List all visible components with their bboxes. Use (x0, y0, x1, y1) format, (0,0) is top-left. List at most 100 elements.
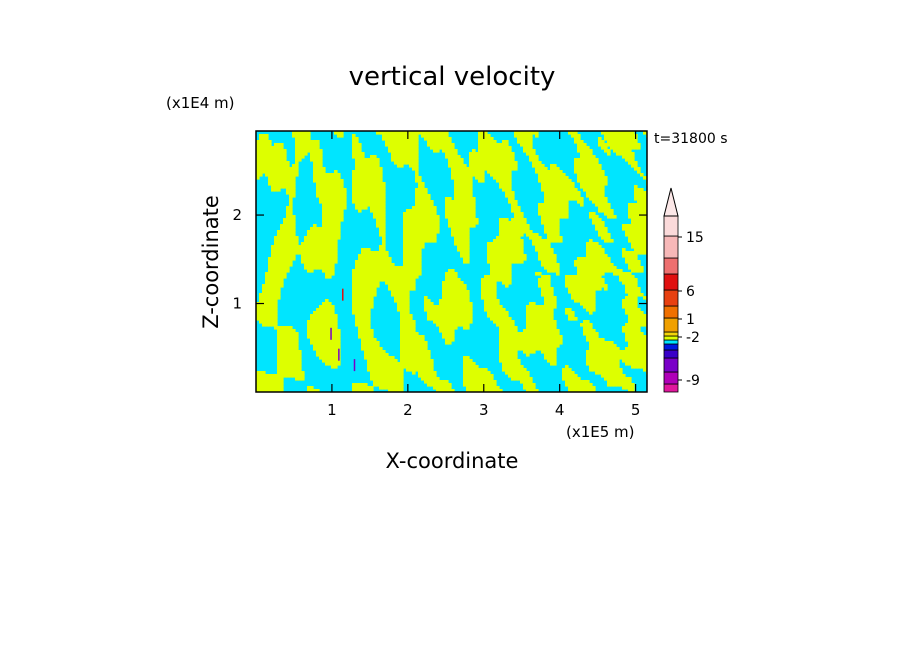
field-cell-positive (421, 197, 425, 201)
field-cell-positive (631, 299, 635, 303)
field-cell-positive (277, 278, 281, 282)
field-cell-positive (553, 194, 557, 198)
field-cell-positive (337, 221, 341, 225)
field-cell-positive (439, 137, 443, 141)
field-cell-positive (454, 278, 458, 282)
field-cell-positive (622, 146, 626, 150)
field-cell-positive (628, 290, 632, 294)
field-cell-positive (496, 164, 500, 168)
field-cell-positive (409, 161, 413, 165)
field-cell-positive (322, 341, 326, 345)
field-cell-positive (433, 233, 437, 237)
field-cell-positive (307, 230, 311, 234)
field-cell-positive (496, 167, 500, 171)
field-cell-positive (586, 257, 590, 261)
field-cell-positive (412, 134, 416, 138)
field-cell-positive (412, 224, 416, 228)
field-cell-positive (589, 212, 593, 216)
field-cell-positive (628, 149, 632, 153)
field-cell-positive (274, 176, 278, 180)
field-cell-positive (610, 266, 614, 270)
field-cell-positive (556, 206, 560, 210)
field-cell-positive (604, 200, 608, 204)
field-cell-positive (280, 275, 284, 279)
field-cell-positive (511, 320, 515, 324)
field-cell-positive (274, 251, 278, 255)
field-cell-positive (277, 284, 281, 288)
field-cell-positive (631, 275, 635, 279)
field-cell-positive (466, 320, 470, 324)
field-cell-positive (550, 305, 554, 309)
field-cell-positive (457, 176, 461, 180)
field-cell-positive (304, 263, 308, 267)
field-cell-positive (331, 236, 335, 240)
field-cell-positive (616, 272, 620, 276)
field-cell-positive (409, 329, 413, 333)
field-cell-positive (484, 305, 488, 309)
field-cell-positive (382, 197, 386, 201)
field-cell-positive (322, 182, 326, 186)
field-cell-positive (265, 137, 269, 141)
field-cell-positive (469, 167, 473, 171)
field-cell-positive (535, 341, 539, 345)
field-cell-positive (397, 143, 401, 147)
field-cell-positive (298, 350, 302, 354)
field-cell-positive (460, 254, 464, 258)
field-cell-positive (331, 221, 335, 225)
field-cell-positive (511, 254, 515, 258)
field-cell-positive (511, 251, 515, 255)
field-cell-positive (325, 332, 329, 336)
field-cell-positive (445, 317, 449, 321)
field-cell-positive (358, 173, 362, 177)
field-cell-positive (541, 167, 545, 171)
field-cell-positive (397, 287, 401, 291)
field-cell-positive (622, 272, 626, 276)
field-cell-positive (427, 206, 431, 210)
field-cell-positive (601, 344, 605, 348)
field-cell-positive (550, 302, 554, 306)
field-cell-positive (292, 185, 296, 189)
field-cell-positive (637, 266, 641, 270)
field-cell-positive (319, 251, 323, 255)
field-cell-positive (328, 245, 332, 249)
field-cell-positive (511, 200, 515, 204)
field-cell-positive (634, 323, 638, 327)
field-cell-positive (601, 227, 605, 231)
field-cell-positive (631, 344, 635, 348)
field-cell-positive (256, 308, 260, 312)
field-cell-positive (493, 146, 497, 150)
field-cell-positive (631, 134, 635, 138)
field-cell-positive (289, 344, 293, 348)
field-cell-positive (274, 269, 278, 273)
field-cell-positive (577, 170, 581, 174)
field-cell-positive (586, 281, 590, 285)
field-cell-positive (316, 353, 320, 357)
field-cell-positive (364, 182, 368, 186)
field-cell-positive (391, 287, 395, 291)
field-cell-positive (607, 344, 611, 348)
field-cell-positive (628, 260, 632, 264)
field-cell-positive (544, 173, 548, 177)
field-cell-positive (532, 350, 536, 354)
field-cell-positive (643, 242, 647, 246)
field-cell-positive (427, 233, 431, 237)
field-cell-positive (586, 272, 590, 276)
field-cell-positive (583, 260, 587, 264)
field-cell-positive (415, 191, 419, 195)
field-cell-positive (307, 257, 311, 261)
field-cell-positive (397, 131, 401, 135)
field-cell-positive (364, 356, 368, 360)
field-cell-positive (610, 356, 614, 360)
field-cell-positive (373, 353, 377, 357)
field-cell-positive (550, 254, 554, 258)
field-cell-positive (493, 263, 497, 267)
field-cell-positive (418, 215, 422, 219)
field-cell-positive (634, 296, 638, 300)
field-cell-positive (319, 164, 323, 168)
field-cell-positive (367, 191, 371, 195)
field-cell-positive (451, 221, 455, 225)
field-cell-positive (511, 260, 515, 264)
field-cell-positive (637, 335, 641, 339)
field-cell-positive (553, 239, 557, 243)
field-cell-positive (295, 251, 299, 255)
